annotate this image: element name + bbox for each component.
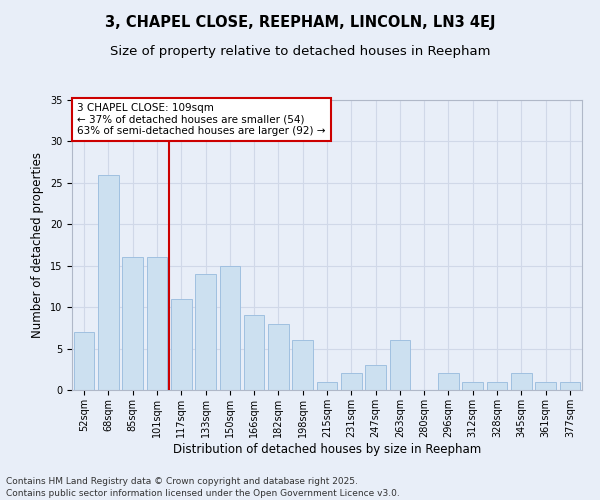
X-axis label: Distribution of detached houses by size in Reepham: Distribution of detached houses by size … <box>173 442 481 456</box>
Text: Size of property relative to detached houses in Reepham: Size of property relative to detached ho… <box>110 45 490 58</box>
Bar <box>365 365 386 390</box>
Bar <box>98 174 119 390</box>
Bar <box>292 340 313 390</box>
Bar <box>195 274 216 390</box>
Bar <box>389 340 410 390</box>
Bar <box>511 374 532 390</box>
Bar <box>317 382 337 390</box>
Bar <box>438 374 459 390</box>
Text: Contains HM Land Registry data © Crown copyright and database right 2025.
Contai: Contains HM Land Registry data © Crown c… <box>6 476 400 498</box>
Bar <box>463 382 483 390</box>
Text: 3, CHAPEL CLOSE, REEPHAM, LINCOLN, LN3 4EJ: 3, CHAPEL CLOSE, REEPHAM, LINCOLN, LN3 4… <box>105 15 495 30</box>
Bar <box>535 382 556 390</box>
Bar <box>268 324 289 390</box>
Bar <box>560 382 580 390</box>
Bar <box>146 258 167 390</box>
Bar <box>74 332 94 390</box>
Bar <box>122 258 143 390</box>
Text: 3 CHAPEL CLOSE: 109sqm
← 37% of detached houses are smaller (54)
63% of semi-det: 3 CHAPEL CLOSE: 109sqm ← 37% of detached… <box>77 103 326 136</box>
Y-axis label: Number of detached properties: Number of detached properties <box>31 152 44 338</box>
Bar <box>244 316 265 390</box>
Bar <box>487 382 508 390</box>
Bar <box>171 299 191 390</box>
Bar <box>220 266 240 390</box>
Bar <box>341 374 362 390</box>
